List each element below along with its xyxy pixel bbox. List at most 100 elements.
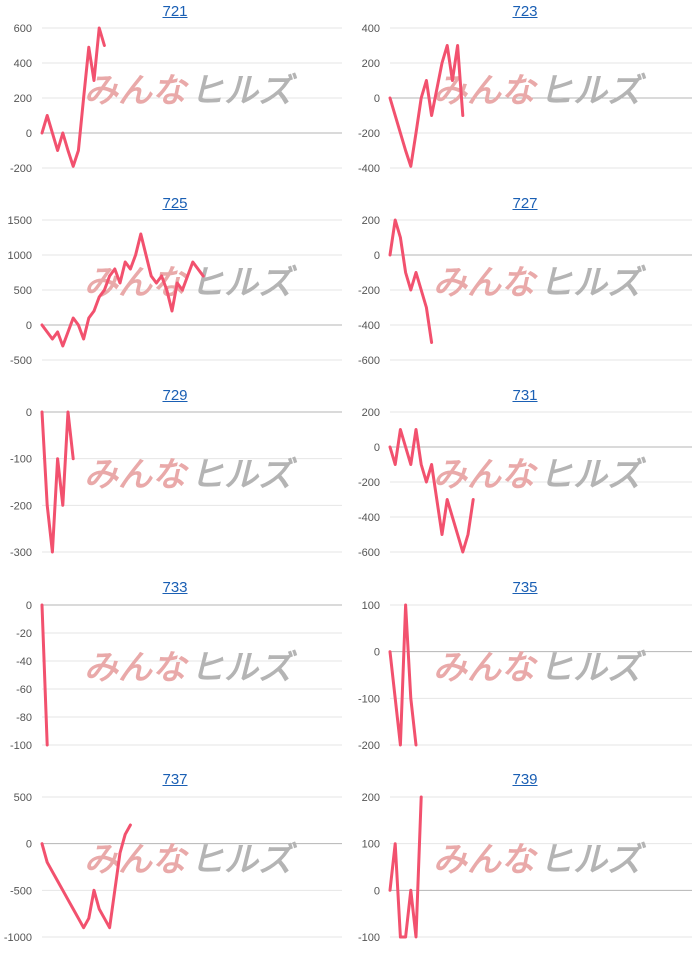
chart-panel-727: 727 200 0 -200 -400 -600 みんな ヒルズ <box>350 192 700 384</box>
svg-text:みんな: みんな <box>84 648 189 688</box>
chart-title-link[interactable]: 727 <box>512 195 538 212</box>
y-tick-label: -100 <box>10 454 32 466</box>
chart-panel-733: 733 0 -20 -40 -60 -80 -100 みんな ヒルズ <box>0 576 350 768</box>
chart-panel-721: 721 600 400 200 0 -200 みんな ヒルズ <box>0 0 350 192</box>
series-line <box>388 795 423 939</box>
y-tick-label: 0 <box>374 885 380 897</box>
watermark-logo: みんな ヒルズ <box>433 840 647 880</box>
chart-svg: 600 400 200 0 -200 みんな ヒルズ <box>10 23 342 175</box>
y-tick-label: -200 <box>10 500 32 512</box>
y-tick-label: 200 <box>362 58 380 70</box>
y-tick-label: 400 <box>14 58 32 70</box>
series-line <box>388 218 434 344</box>
y-tick-label: -400 <box>358 163 380 175</box>
y-tick-label: -100 <box>358 932 380 944</box>
y-tick-label: -100 <box>358 693 380 705</box>
y-tick-label: 500 <box>14 285 32 297</box>
chart-svg: 1500 1000 500 0 -500 みんな ヒルズ <box>8 215 342 367</box>
chart-panel-723: 723 400 200 0 -200 -400 みんな ヒルズ <box>350 0 700 192</box>
svg-text:みんな: みんな <box>433 648 538 688</box>
y-tick-label: -400 <box>358 320 380 332</box>
y-tick-label: -200 <box>358 477 380 489</box>
y-tick-label: 200 <box>362 215 380 227</box>
y-tick-label: 0 <box>26 320 32 332</box>
watermark-logo: みんな ヒルズ <box>84 263 298 303</box>
svg-text:ヒルズ: ヒルズ <box>539 455 647 495</box>
y-tick-label: -200 <box>358 285 380 297</box>
chart-title-link[interactable]: 739 <box>512 771 538 788</box>
y-tick-label: 200 <box>362 792 380 804</box>
y-tick-label: 200 <box>362 407 380 419</box>
y-tick-label: 0 <box>26 600 32 612</box>
y-tick-label: -400 <box>358 512 380 524</box>
y-tick-label: -40 <box>16 656 32 668</box>
y-tick-label: 100 <box>362 839 380 851</box>
chart-title-link[interactable]: 723 <box>512 3 538 20</box>
y-tick-label: -1000 <box>4 932 32 944</box>
y-tick-label: 0 <box>374 93 380 105</box>
series-line <box>40 232 205 348</box>
svg-text:ヒルズ: ヒルズ <box>190 263 298 303</box>
svg-text:みんな: みんな <box>84 840 189 880</box>
watermark-logo: みんな ヒルズ <box>84 840 298 880</box>
svg-text:ヒルズ: ヒルズ <box>190 840 298 880</box>
chart-svg: 400 200 0 -200 -400 みんな ヒルズ <box>358 23 692 175</box>
svg-text:みんな: みんな <box>433 455 538 495</box>
series-line <box>40 823 132 930</box>
y-tick-label: -500 <box>10 355 32 367</box>
watermark-logo: みんな ヒルズ <box>84 648 298 688</box>
chart-title-link[interactable]: 735 <box>512 579 538 596</box>
chart-title-link[interactable]: 737 <box>162 771 188 788</box>
watermark-logo: みんな ヒルズ <box>84 455 298 495</box>
y-tick-label: -300 <box>10 547 32 559</box>
y-tick-label: -60 <box>16 684 32 696</box>
series-line <box>388 44 465 168</box>
svg-text:みんな: みんな <box>433 71 538 111</box>
watermark-logo: みんな ヒルズ <box>433 263 647 303</box>
watermark-logo: みんな ヒルズ <box>84 71 298 111</box>
chart-svg: 200 100 0 -100 みんな ヒルズ <box>358 792 692 944</box>
y-tick-label: 100 <box>362 600 380 612</box>
svg-text:みんな: みんな <box>84 263 189 303</box>
y-tick-label: -500 <box>10 885 32 897</box>
y-tick-label: 0 <box>26 128 32 140</box>
series-line <box>40 603 49 747</box>
chart-panel-737: 737 500 0 -500 -1000 みんな ヒルズ <box>0 768 350 960</box>
chart-title-link[interactable]: 721 <box>162 3 188 20</box>
y-tick-label: 1500 <box>8 215 32 227</box>
chart-panel-735: 735 100 0 -100 -200 みんな ヒルズ <box>350 576 700 768</box>
svg-text:ヒルズ: ヒルズ <box>190 455 298 495</box>
svg-text:ヒルズ: ヒルズ <box>539 263 647 303</box>
chart-svg: 0 -20 -40 -60 -80 -100 みんな ヒルズ <box>10 600 342 752</box>
chart-title-link[interactable]: 725 <box>162 195 188 212</box>
svg-text:ヒルズ: ヒルズ <box>539 840 647 880</box>
chart-title-link[interactable]: 733 <box>162 579 188 596</box>
svg-text:みんな: みんな <box>84 71 189 111</box>
chart-panel-729: 729 0 -100 -200 -300 みんな ヒルズ <box>0 384 350 576</box>
y-tick-label: -100 <box>10 740 32 752</box>
y-tick-label: -200 <box>10 163 32 175</box>
y-tick-label: 200 <box>14 93 32 105</box>
chart-title-link[interactable]: 729 <box>162 387 188 404</box>
y-tick-label: 0 <box>374 442 380 454</box>
watermark-logo: みんな ヒルズ <box>433 71 647 111</box>
chart-panel-725: 725 1500 1000 500 0 -500 みんな ヒルズ <box>0 192 350 384</box>
chart-svg: 0 -100 -200 -300 みんな ヒルズ <box>10 407 342 559</box>
y-tick-label: -600 <box>358 547 380 559</box>
chart-title-link[interactable]: 731 <box>512 387 538 404</box>
chart-panel-739: 739 200 100 0 -100 みんな ヒルズ <box>350 768 700 960</box>
y-tick-label: 1000 <box>8 250 32 262</box>
y-tick-label: 0 <box>374 250 380 262</box>
y-tick-label: 0 <box>26 839 32 851</box>
chart-svg: 200 0 -200 -400 -600 みんな ヒルズ <box>358 215 692 367</box>
y-tick-label: -20 <box>16 628 32 640</box>
watermark-logo: みんな ヒルズ <box>433 455 647 495</box>
y-tick-label: 0 <box>26 407 32 419</box>
svg-text:ヒルズ: ヒルズ <box>539 648 647 688</box>
watermark-logo: みんな ヒルズ <box>433 648 647 688</box>
y-tick-label: 600 <box>14 23 32 35</box>
chart-svg: 200 0 -200 -400 -600 みんな ヒルズ <box>358 407 692 559</box>
y-tick-label: 0 <box>374 647 380 659</box>
y-tick-label: 500 <box>14 792 32 804</box>
y-tick-label: 400 <box>362 23 380 35</box>
